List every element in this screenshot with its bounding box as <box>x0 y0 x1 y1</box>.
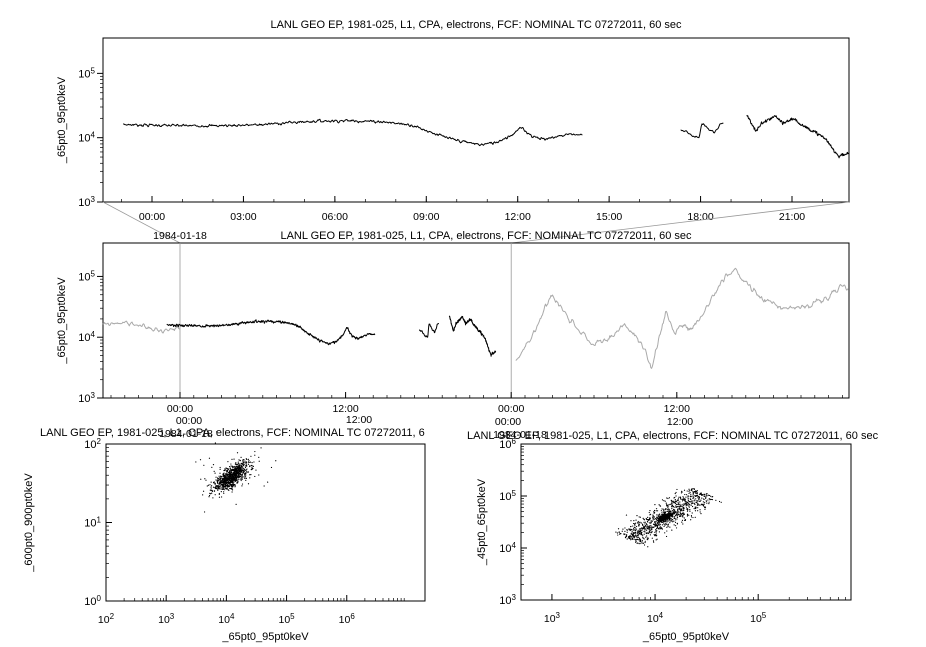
svg-text:_45pt0_65pt0keV: _45pt0_65pt0keV <box>476 478 488 566</box>
svg-text:12:00: 12:00 <box>667 416 693 428</box>
svg-text:12:00: 12:00 <box>346 414 372 426</box>
svg-text:LANL GEO EP, 1981-025, L1, CPA: LANL GEO EP, 1981-025, L1, CPA, electron… <box>270 19 682 31</box>
svg-text:12:00: 12:00 <box>505 211 531 223</box>
svg-text:03:00: 03:00 <box>230 211 256 223</box>
svg-text:21:00: 21:00 <box>779 211 805 223</box>
svg-text:00:00: 00:00 <box>498 403 524 415</box>
svg-text:00:00: 00:00 <box>495 416 521 428</box>
svg-text:1984-01-18: 1984-01-18 <box>159 428 213 440</box>
svg-text:_65pt0_95pt0keV: _65pt0_95pt0keV <box>56 76 68 164</box>
svg-text:00:00: 00:00 <box>167 403 193 415</box>
svg-text:_600pt0_900pt0keV: _600pt0_900pt0keV <box>23 473 35 573</box>
svg-text:_65pt0_95pt0keV: _65pt0_95pt0keV <box>56 277 68 365</box>
svg-text:LANL GEO EP, 1981-025, L1, CPA: LANL GEO EP, 1981-025, L1, CPA, electron… <box>280 230 692 242</box>
svg-text:_65pt0_95pt0keV: _65pt0_95pt0keV <box>221 631 309 643</box>
svg-text:12:00: 12:00 <box>664 403 690 415</box>
svg-text:15:00: 15:00 <box>596 211 622 223</box>
svg-text:06:00: 06:00 <box>322 211 348 223</box>
svg-text:00:00: 00:00 <box>139 211 165 223</box>
svg-text:_65pt0_95pt0keV: _65pt0_95pt0keV <box>642 631 730 643</box>
svg-text:00:00: 00:00 <box>176 415 202 427</box>
svg-text:09:00: 09:00 <box>413 211 439 223</box>
svg-text:1984-01-18: 1984-01-18 <box>153 230 207 242</box>
